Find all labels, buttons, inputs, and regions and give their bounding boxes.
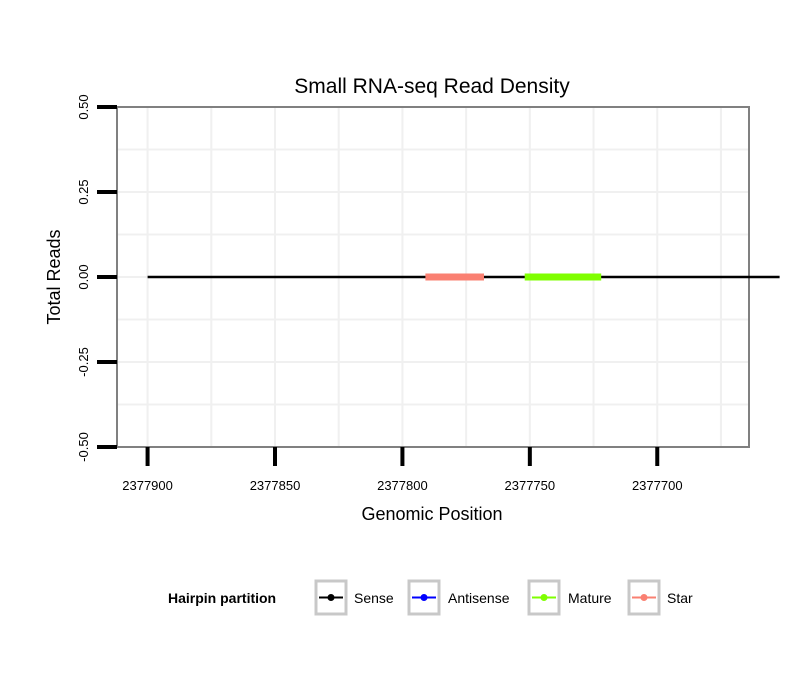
- x-axis-title: Genomic Position: [361, 504, 502, 524]
- legend-key-point: [420, 594, 428, 601]
- legend-item-sense: Sense: [314, 579, 394, 616]
- legend-label: Mature: [568, 590, 612, 606]
- legend-item-mature: Mature: [527, 579, 612, 616]
- legend-items: Sense Antisense Mature Star: [314, 579, 693, 616]
- x-tick-label: 2377850: [250, 478, 301, 493]
- x-tick-label: 2377700: [632, 478, 683, 493]
- y-tick-label: -0.25: [76, 347, 91, 377]
- y-tick-label: 0.50: [76, 94, 91, 119]
- legend-item-star: Star: [627, 579, 693, 616]
- y-axis-title: Total Reads: [44, 229, 64, 324]
- legend-key-point: [540, 594, 548, 601]
- legend-key-point: [327, 594, 335, 601]
- y-tick-label: 0.25: [76, 179, 91, 204]
- y-tick-label: 0.00: [76, 264, 91, 289]
- legend-label: Sense: [354, 590, 394, 606]
- legend: Hairpin partition Sense Antisense Mature St…: [168, 579, 693, 616]
- legend-key-point: [640, 594, 648, 601]
- y-axis: 0.50 0.25 0.00 -0.25 -0.50: [76, 94, 117, 462]
- legend-label: Antisense: [448, 590, 510, 606]
- x-tick-label: 2377800: [377, 478, 428, 493]
- legend-title: Hairpin partition: [168, 590, 276, 606]
- legend-label: Star: [667, 590, 693, 606]
- chart-title: Small RNA-seq Read Density: [294, 75, 570, 98]
- y-tick-label: -0.50: [76, 432, 91, 462]
- x-tick-label: 2377750: [505, 478, 556, 493]
- legend-item-antisense: Antisense: [407, 579, 510, 616]
- x-tick-label: 2377900: [122, 478, 173, 493]
- x-axis: 2377900 2377850 2377800 2377750 2377700: [122, 447, 683, 493]
